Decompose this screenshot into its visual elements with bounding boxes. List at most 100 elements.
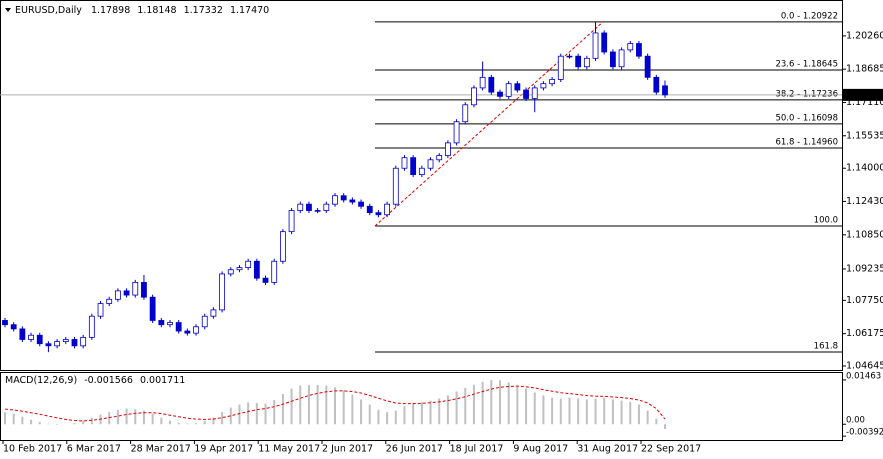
candle-body: [106, 298, 113, 304]
candle-body: [80, 336, 87, 347]
candle-body: [401, 157, 408, 169]
candle-body: [436, 155, 443, 161]
candle-body: [219, 273, 226, 311]
symbol-header: EURUSD,Daily 1.17898 1.18148 1.17332 1.1…: [15, 5, 269, 16]
candle-body: [184, 330, 191, 334]
candle-body: [314, 210, 321, 212]
candle-body: [28, 334, 34, 340]
signal-value: 0.001711: [140, 375, 185, 386]
x-tick-label: 10 Feb 2017: [3, 444, 62, 455]
y-tick-label: 1.15535: [846, 130, 883, 141]
macd-header: MACD(12,26,9) -0.001566 0.001711: [5, 375, 185, 386]
candle-body: [262, 277, 269, 283]
y-tick-label: 1.09235: [846, 263, 883, 274]
open-value: 1.17898: [91, 5, 130, 16]
y-tick-label: -0.003929: [846, 428, 883, 438]
y-tick-label: 1.20260: [846, 30, 883, 41]
candle-body: [601, 32, 608, 53]
candle-body: [384, 203, 391, 216]
candle-body: [575, 55, 582, 68]
candle-body: [45, 343, 52, 347]
price-box: [843, 88, 883, 101]
x-tick-label: 31 Aug 2017: [577, 444, 638, 455]
x-tick-label: 9 Aug 2017: [513, 444, 568, 455]
candle-body: [201, 315, 208, 328]
x-tick-label: 26 Jun 2017: [386, 444, 443, 455]
macd-panel: [0, 372, 843, 441]
y-tick-label: 0.01463: [846, 371, 881, 381]
symbol: EURUSD,Daily: [15, 5, 82, 16]
y-tick-label: 1.04645: [846, 361, 883, 372]
candle-body: [557, 55, 564, 80]
fib-label: 23.6 - 1.18645: [775, 60, 838, 70]
candle-body: [71, 339, 78, 347]
candle-body: [340, 195, 347, 201]
candle-body: [549, 79, 556, 85]
y-tick-label: 1.06175: [846, 328, 883, 339]
high-value: 1.18148: [137, 5, 176, 16]
y-tick-label: 1.17110: [846, 97, 883, 108]
candle-body: [158, 320, 165, 326]
candle-body: [583, 57, 590, 68]
candle-body: [644, 55, 651, 78]
x-tick-label: 2 Jun 2017: [322, 444, 373, 455]
candle-body: [114, 290, 121, 300]
candle-body: [453, 121, 460, 144]
candle-body: [332, 195, 338, 205]
candle-body: [618, 49, 625, 68]
y-tick-label: 0.00: [846, 416, 865, 426]
candle-body: [471, 87, 477, 106]
y-tick-label: 1.14000: [846, 163, 883, 174]
fib-label: 161.8: [814, 341, 838, 351]
price-box-label: 1.17470: [846, 89, 883, 100]
macd-title: MACD(12,26,9): [5, 375, 77, 386]
candle-body: [279, 231, 286, 262]
fib-label: 100.0: [814, 215, 838, 225]
candle-body: [592, 32, 599, 59]
candle-body: [193, 326, 199, 334]
candle-body: [349, 199, 356, 203]
candle-body: [253, 260, 260, 279]
fib-label: 0.0 - 1.20922: [781, 11, 838, 21]
candle-body: [375, 212, 382, 216]
candle-body: [366, 205, 373, 214]
fib-label: 61.8 - 1.14960: [775, 137, 838, 147]
candle-body: [662, 85, 668, 96]
signal-line: [4, 385, 666, 422]
candle-body: [444, 142, 451, 156]
candle-body: [488, 76, 495, 93]
candle-body: [62, 339, 69, 342]
candle-body: [358, 201, 364, 207]
menu-arrow: [5, 8, 11, 12]
candle-body: [306, 203, 312, 211]
candle-body: [54, 341, 61, 347]
x-tick-label: 22 Sep 2017: [641, 444, 701, 455]
candle-body: [123, 290, 130, 296]
y-tick-label: 1.07750: [846, 295, 883, 306]
candle-body: [210, 309, 217, 317]
candle-body: [427, 159, 434, 169]
candle-body: [566, 55, 573, 58]
candle-body: [236, 267, 243, 271]
candle-body: [10, 324, 17, 330]
x-tick-label: 6 Mar 2017: [67, 444, 121, 455]
candle-body: [19, 328, 26, 340]
x-tick-label: 18 Jul 2017: [450, 444, 504, 455]
candle-body: [540, 83, 547, 89]
candle-body: [271, 260, 278, 283]
candle-body: [245, 260, 252, 268]
macd-value: -0.001566: [84, 375, 133, 386]
candle-body: [288, 210, 295, 233]
candle-body: [36, 334, 43, 345]
candle-body: [410, 157, 417, 175]
candle-body: [462, 104, 469, 123]
candle-body: [479, 76, 486, 89]
candle-body: [505, 83, 512, 97]
candle-body: [653, 76, 660, 93]
candle-body: [175, 322, 182, 332]
y-tick-label: 1.12430: [846, 196, 883, 207]
candle-body: [97, 303, 104, 317]
candle-body: [627, 43, 634, 51]
candle-body: [149, 296, 156, 321]
